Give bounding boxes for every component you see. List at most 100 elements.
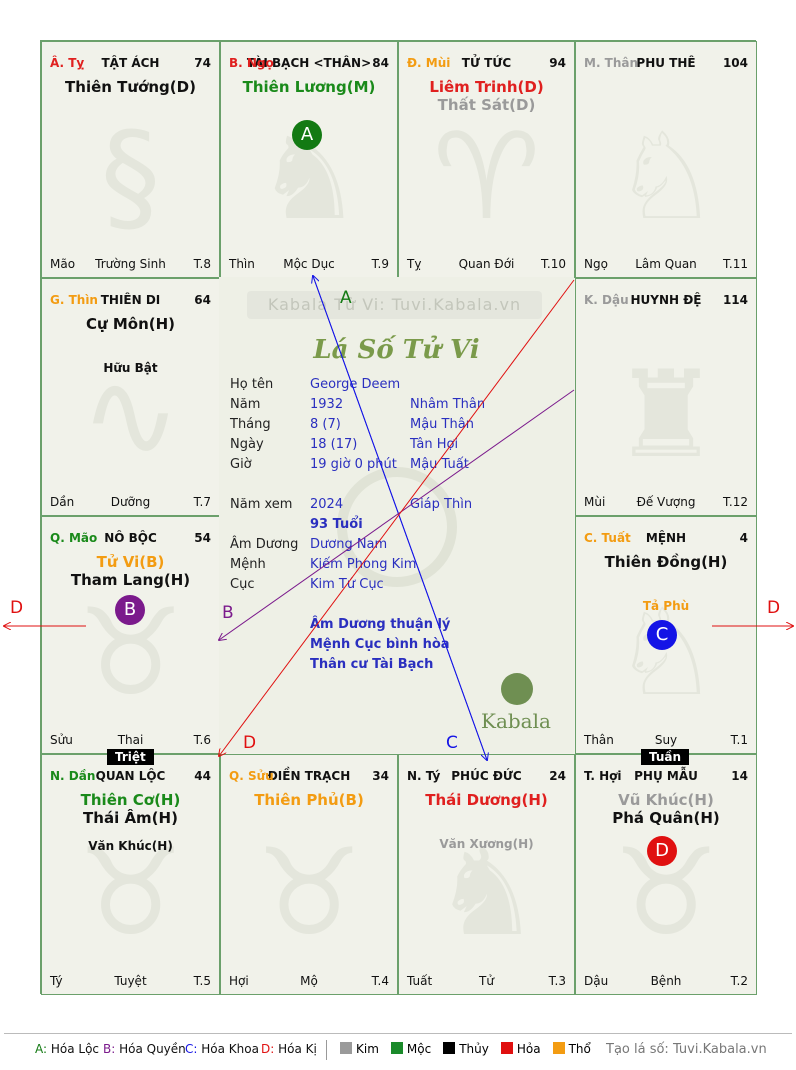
site-credit: Tạo lá số: Tuvi.Kabala.vn	[606, 1042, 767, 1057]
info-label: Năm	[230, 397, 261, 412]
element-Thủy: Thủy	[443, 1042, 489, 1056]
main-stars: Thiên Tướng(D)	[42, 78, 219, 96]
arrow-label-d-right: D	[767, 598, 781, 618]
element-Kim: Kim	[340, 1042, 379, 1056]
palace-age: 24	[549, 769, 566, 783]
info-value: Kiếm Phong Kim	[310, 557, 417, 572]
palace-branch: Hợi	[229, 974, 249, 988]
palace-can-chi: T. Hợi	[584, 769, 622, 783]
palace-1: ♞ TÀI BẠCH <THÂN> B. Ngọ 84 Thiên Lương(M) Th…	[220, 41, 398, 278]
palace-can-chi: C. Tuất	[584, 531, 631, 545]
palace-branch: Tý	[50, 974, 63, 988]
palace-name: QUAN LỘC	[95, 769, 166, 783]
palace-can-chi: G. Thìn	[50, 293, 98, 307]
palace-month: T.4	[371, 974, 389, 988]
palace-branch: Mão	[50, 257, 76, 271]
main-star: Liêm Trinh(D)	[429, 78, 544, 96]
main-stars: Vũ Khúc(H) Phá Quân(H)	[576, 791, 756, 827]
palace-0: § TẬT ÁCH Â. Tỵ 74 Thiên Tướng(D) Mão Trường S…	[41, 41, 220, 278]
palace-life-stage: Quan Đới	[458, 257, 515, 271]
center-info-panel: Kabala Tử Vi: Tuvi.Kabala.vn Lá Số Tử Vi…	[219, 277, 574, 753]
zodiac-watermark-icon: §	[100, 108, 161, 248]
info-label: Mệnh	[230, 557, 266, 572]
info-can-chi: Mậu Tuất	[410, 457, 469, 472]
main-stars: Tử Vi(B) Tham Lang(H)	[42, 553, 219, 589]
legend-b: B: Hóa Quyền	[103, 1042, 186, 1056]
palace-life-stage: Thai	[117, 733, 144, 747]
palace-can-chi: Q. Sửu	[229, 769, 274, 783]
main-stars: Liêm Trinh(D) Thất Sát(D)	[399, 78, 574, 114]
palace-life-stage: Mộc Dục	[283, 257, 335, 271]
palace-life-stage: Tuyệt	[114, 974, 147, 988]
palace-age: 14	[731, 769, 748, 783]
palace-can-chi: Đ. Mùi	[407, 56, 451, 70]
main-star: Thái Dương(H)	[425, 791, 548, 809]
palace-life-stage: Lâm Quan	[635, 257, 697, 271]
palace-10: ♞ PHÚC ĐỨC N. Tý 24 Thái Dương(H) Văn Xương(H…	[398, 754, 575, 995]
info-label: Ngày	[230, 437, 264, 452]
info-value: 19 giờ 0 phút	[310, 457, 397, 472]
tuan-tag: Tuần	[641, 749, 690, 765]
info-label: Tháng	[230, 417, 271, 432]
kabala-logo-icon	[501, 673, 533, 705]
main-stars: Thiên Đồng(H)	[576, 553, 756, 571]
hoa-badge-d: D	[647, 836, 677, 866]
palace-9: ♉ ĐIỀN TRẠCH Q. Sửu 34 Thiên Phủ(B) Hợi Mộ T.4	[220, 754, 398, 995]
main-star: Thiên Tướng(D)	[65, 78, 196, 96]
info-note: Thân cư Tài Bạch	[310, 657, 434, 672]
palace-can-chi: Q. Mão	[50, 531, 98, 545]
palace-branch: Thìn	[229, 257, 255, 271]
main-star: Phá Quân(H)	[612, 809, 720, 827]
info-can-chi: Tân Hợi	[410, 437, 459, 452]
palace-branch: Tỵ	[407, 257, 422, 271]
main-stars: Cự Môn(H)	[42, 315, 219, 333]
minor-star: Văn Khúc(H)	[88, 839, 173, 853]
main-star: Thiên Phủ(B)	[254, 791, 364, 809]
main-stars: Thái Dương(H)	[399, 791, 574, 809]
info-value: 2024	[310, 497, 344, 512]
palace-name: PHU THÊ	[636, 56, 696, 70]
palace-branch: Tuất	[407, 974, 433, 988]
legend-c: C: Hóa Khoa	[185, 1042, 259, 1056]
chart-title: Lá Số Tử Vi	[313, 335, 480, 365]
palace-life-stage: Tử	[479, 974, 494, 988]
minor-star: Tả Phù	[642, 599, 690, 613]
palace-age: 114	[722, 293, 748, 307]
main-star: Cự Môn(H)	[85, 315, 176, 333]
palace-2: ♈ TỬ TỨC Đ. Mùi 94 Liêm Trinh(D) Thất Sát(D) T…	[398, 41, 575, 278]
palace-life-stage: Trường Sinh	[95, 257, 166, 271]
palace-can-chi: K. Dậu	[584, 293, 629, 307]
main-star: Tử Vi(B)	[96, 553, 165, 571]
zodiac-watermark-icon: ♉	[255, 823, 363, 963]
palace-month: T.6	[193, 733, 211, 747]
age-text: 93 Tuổi	[310, 517, 363, 532]
palace-life-stage: Dưỡng	[110, 495, 151, 509]
palace-month: T.1	[730, 733, 748, 747]
info-value: George Deem	[310, 377, 401, 392]
palace-name: HUYNH ĐỆ	[630, 293, 702, 307]
palace-age: 94	[549, 56, 566, 70]
legend-divider	[326, 1040, 327, 1060]
palace-month: T.7	[193, 495, 211, 509]
palace-branch: Ngọ	[584, 257, 608, 271]
palace-name: PHÚC ĐỨC	[451, 769, 522, 783]
palace-life-stage: Đế Vượng	[636, 495, 696, 509]
palace-age: 34	[372, 769, 389, 783]
palace-month: T.8	[193, 257, 211, 271]
info-label: Năm xem	[230, 497, 293, 512]
arrow-label-a: A	[340, 288, 352, 308]
palace-name: TỬ TỨC	[461, 56, 512, 70]
palace-branch: Dậu	[584, 974, 609, 988]
info-can-chi: Nhâm Thân	[410, 397, 486, 412]
palace-can-chi: M. Thân	[584, 56, 639, 70]
palace-name: THIÊN DI	[100, 293, 161, 307]
palace-name: MỆNH	[645, 531, 687, 545]
info-value: 8 (7)	[310, 417, 341, 432]
palace-name: ĐIỀN TRẠCH	[267, 769, 351, 783]
palace-age: 74	[194, 56, 211, 70]
arrow-label-d-left: D	[10, 598, 24, 618]
main-stars: Thiên Phủ(B)	[221, 791, 397, 809]
hoa-badge-a: A	[292, 120, 322, 150]
palace-name: NÔ BỘC	[104, 531, 157, 545]
palace-8: ♉ QUAN LỘC N. Dần 44 Thiên Cơ(H) Thái Âm(H) Vă…	[41, 754, 220, 995]
